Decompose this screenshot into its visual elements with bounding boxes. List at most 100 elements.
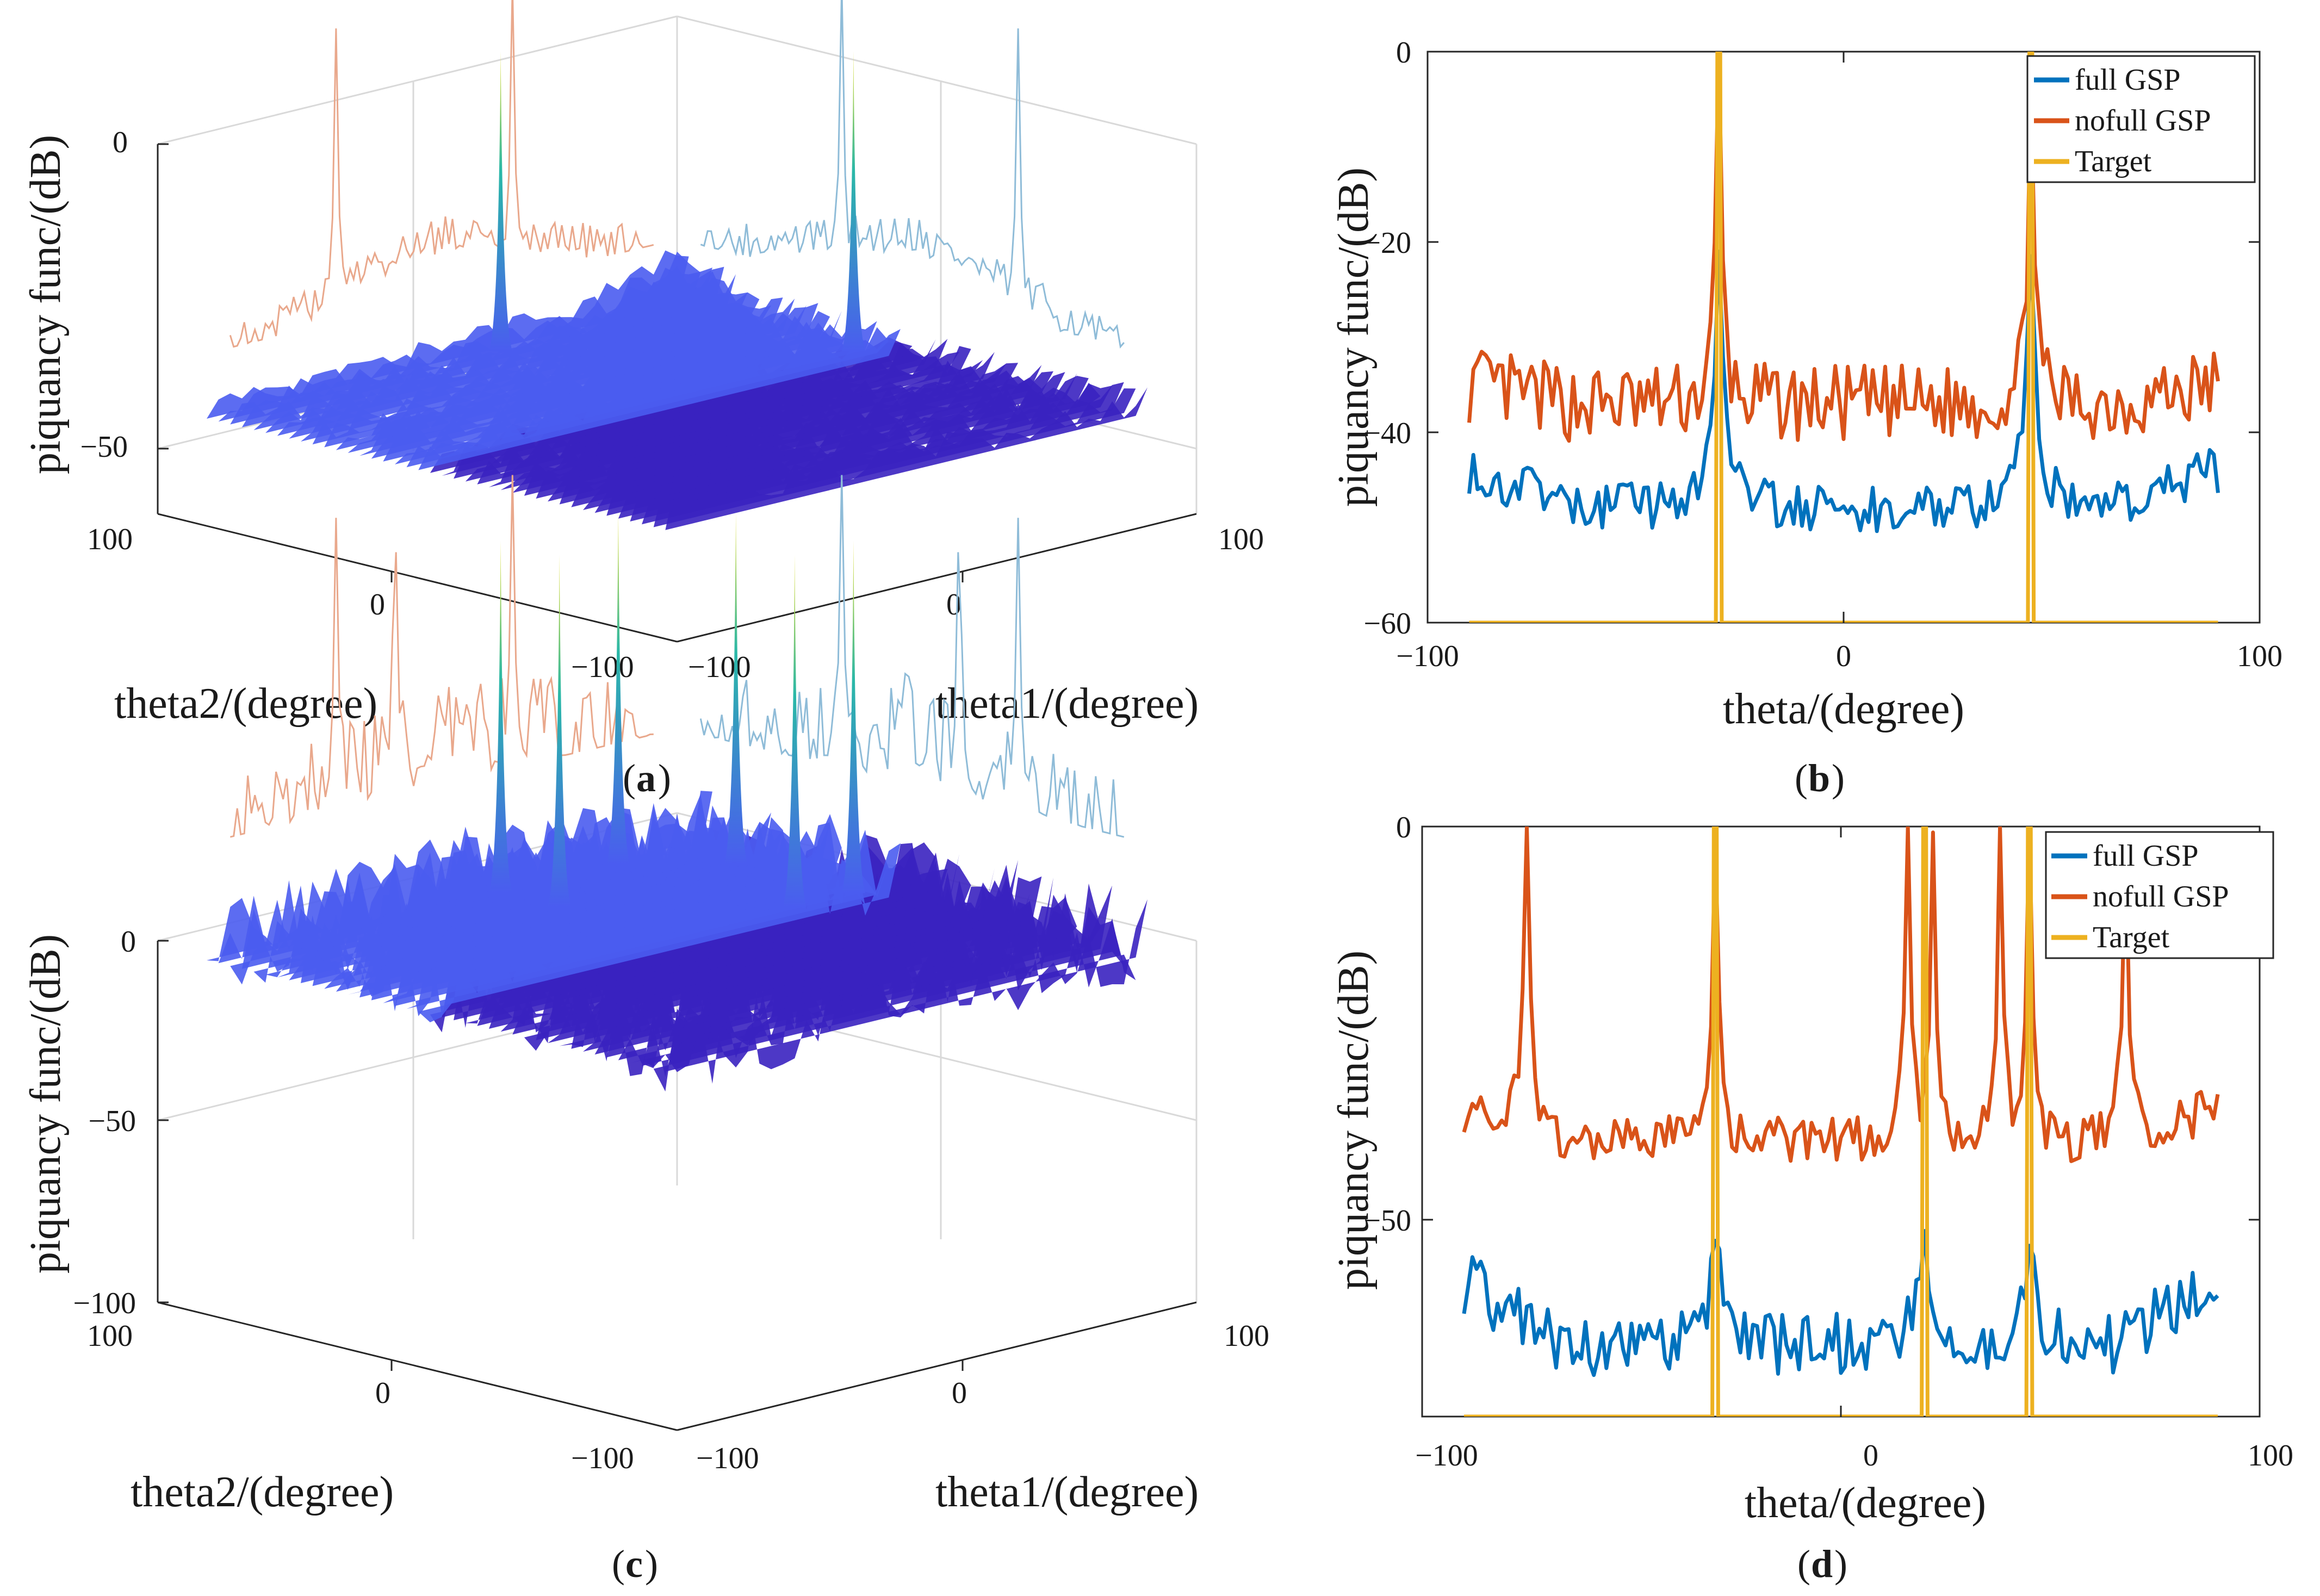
panel-c-axes	[157, 940, 1197, 1431]
panel-a-ytick-0: 100	[87, 523, 133, 556]
svg-text:(: (	[612, 1542, 625, 1586]
panel-a-caption: ( a )	[623, 756, 671, 800]
panel-c-projections	[229, 475, 1125, 838]
surf-a-projection-right	[700, 0, 1125, 349]
panel-d-caption-letter: d	[1811, 1542, 1833, 1586]
panel-a-surface	[207, 51, 1147, 530]
surf-c-strip	[642, 906, 1124, 1077]
panel-c-surface	[207, 512, 1147, 1092]
surf-c-peak-1	[488, 541, 513, 893]
panel-d-xlabel: theta/(degree)	[1745, 1479, 1986, 1527]
panel-b-xtick-2: 100	[2237, 639, 2282, 673]
svg-text:(: (	[1795, 756, 1808, 800]
surf-a-strip	[207, 250, 689, 419]
surf-c-projection-right	[699, 475, 1125, 838]
panel-a-ytick-1: 0	[370, 588, 385, 622]
surf-c-peak-4	[841, 541, 866, 893]
lines-b-series-nofull-gsp	[1467, 52, 2220, 443]
panel-b: 0 −20 −40 −60 −100 0 100 piquancy func/(…	[1330, 36, 2282, 800]
panel-c-caption-letter: c	[625, 1542, 643, 1586]
surf-c-peak-2	[783, 555, 807, 908]
panel-c-xlabel: theta1/(degree)	[935, 1468, 1199, 1516]
surf-c-strip	[207, 800, 689, 961]
panel-a-caption-letter: a	[636, 756, 656, 800]
panel-c-caption: ( c )	[612, 1542, 658, 1586]
panel-a-ylabel: theta2/(degree)	[114, 680, 377, 728]
panel-d-ytick-0: 0	[1396, 811, 1411, 844]
panel-c-ytick-2: −100	[571, 1442, 634, 1475]
panel-b-ytick-1: −20	[1363, 226, 1411, 260]
panel-b-ticks	[1428, 52, 2260, 623]
panel-b-xtick-1: 0	[1836, 639, 1851, 673]
panel-b-ylabel: piquancy func/(dB)	[1330, 167, 1378, 507]
panel-c-xtick-0: −100	[696, 1442, 759, 1475]
panel-c-zlabel: piquancy func/(dB)	[22, 934, 70, 1274]
surf-a-peak-0	[488, 51, 513, 352]
panel-b-ytick-0: 0	[1396, 36, 1411, 70]
panel-d-caption: ( d )	[1797, 1542, 1847, 1586]
panel-d-ticks	[1422, 827, 2260, 1417]
panel-a-xlabel: theta1/(degree)	[935, 680, 1199, 728]
svg-text:): )	[1834, 1542, 1847, 1586]
svg-text:(: (	[1797, 1542, 1810, 1586]
panel-c-xtick-1: 0	[952, 1376, 967, 1410]
panel-b-xtick-0: −100	[1396, 639, 1459, 673]
panel-d-legend-nofull: nofull GSP	[2093, 880, 2229, 914]
panel-c-ytick-1: 0	[375, 1376, 390, 1410]
svg-text:(: (	[623, 756, 636, 800]
panel-d-legend-full: full GSP	[2093, 839, 2199, 873]
panel-a-xtick-0: −100	[688, 650, 751, 684]
panel-a-zlabel: piquancy func/(dB)	[22, 135, 70, 474]
panel-d-ytick-1: −50	[1363, 1204, 1411, 1238]
lines-b-series-target	[1469, 52, 2218, 623]
panel-a-xtick-1: 0	[946, 588, 962, 622]
surf-a-peak-1	[841, 51, 866, 352]
panel-a: 0 −50 100 0 −100 −100 0 100 piquancy fun…	[22, 0, 1264, 800]
panel-d-ylabel: piquancy func/(dB)	[1330, 951, 1378, 1290]
surf-a-projection-left	[229, 0, 654, 348]
surf-c-peak-5	[724, 512, 748, 865]
panel-d-legend: full GSP nofull GSP Target	[2045, 831, 2274, 959]
panel-a-ytick-2: −100	[571, 650, 634, 684]
lines-d-series-nofull-gsp	[1462, 827, 2220, 1163]
panel-b-legend-target: Target	[2075, 145, 2152, 178]
lines-d-series-full-gsp	[1462, 1229, 2219, 1377]
svg-text:): )	[645, 1542, 658, 1586]
panel-b-ytick-2: −40	[1363, 417, 1411, 450]
svg-text:): )	[1832, 756, 1845, 800]
surf-a-strip	[630, 383, 1113, 521]
surf-c-peak-0	[547, 555, 572, 908]
panel-d-xtick-1: 0	[1863, 1439, 1878, 1473]
panel-b-lines	[1467, 52, 2220, 623]
panel-a-ztick-0: 0	[113, 126, 128, 159]
panel-b-ytick-3: −60	[1363, 607, 1411, 641]
panel-b-legend-full: full GSP	[2075, 63, 2181, 97]
surf-c-projection-left	[229, 475, 654, 838]
svg-text:): )	[658, 756, 671, 800]
panel-b-xlabel: theta/(degree)	[1723, 685, 1964, 733]
lines-b-series-full-gsp	[1467, 250, 2220, 533]
panel-c-ztick-0: 0	[121, 925, 136, 959]
panel-d-xtick-0: −100	[1415, 1439, 1478, 1473]
panel-c: 0 −50 −100 100 0 −100 −100 0 100 piquanc…	[22, 475, 1269, 1586]
panel-a-xtick-2: 100	[1218, 523, 1264, 556]
surf-c-peak-3	[606, 512, 630, 865]
panel-a-ztick-1: −50	[80, 430, 128, 464]
panel-b-legend: full GSP nofull GSP Target	[2026, 55, 2256, 183]
panel-c-ylabel: theta2/(degree)	[131, 1468, 394, 1516]
panel-b-legend-nofull: nofull GSP	[2075, 104, 2211, 138]
panel-a-projections	[229, 0, 1125, 349]
panel-d-xtick-2: 100	[2248, 1439, 2293, 1473]
panel-c-ztick-1: −50	[88, 1104, 136, 1138]
panel-c-xtick-2: 100	[1224, 1319, 1269, 1353]
panel-d: 0 −50 −100 0 100 piquancy func/(dB) thet…	[1330, 811, 2293, 1586]
panel-b-caption-letter: b	[1808, 756, 1830, 800]
panel-c-ztick-2: −100	[73, 1287, 136, 1320]
panel-b-caption: ( b )	[1795, 756, 1845, 800]
panel-d-legend-target: Target	[2093, 921, 2170, 954]
panel-d-lines	[1462, 827, 2220, 1417]
surf-c-strip	[665, 899, 1147, 1084]
panel-a-axes	[157, 143, 1197, 643]
panel-c-ytick-0: 100	[87, 1319, 133, 1353]
